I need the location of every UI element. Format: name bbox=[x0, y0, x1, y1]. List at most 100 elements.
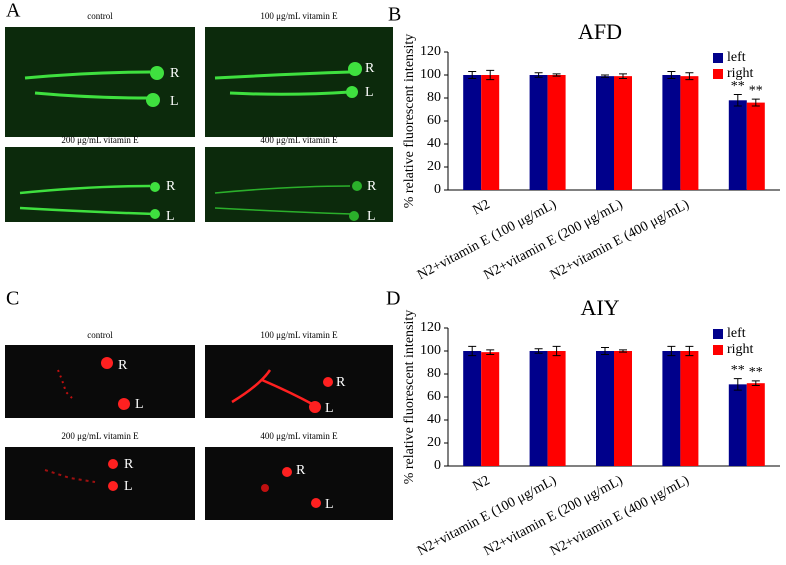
neuron-label: L bbox=[124, 479, 133, 494]
caption: 100 μg/mL vitamin E bbox=[260, 330, 338, 340]
error-bar bbox=[552, 73, 561, 77]
bar bbox=[547, 75, 566, 190]
neuron-label: L bbox=[367, 209, 376, 224]
soma bbox=[323, 377, 333, 387]
chart-title: AIY bbox=[580, 295, 619, 320]
legend-label: left bbox=[727, 326, 746, 341]
y-tick-label: 0 bbox=[434, 458, 441, 473]
neuron bbox=[214, 70, 351, 96]
error-bar bbox=[486, 69, 495, 81]
bar bbox=[614, 76, 632, 190]
neuron bbox=[214, 185, 353, 215]
micrograph bbox=[5, 447, 195, 520]
error-bar bbox=[685, 345, 694, 357]
y-tick-label: 60 bbox=[427, 113, 441, 128]
neuron-label: L bbox=[325, 401, 334, 416]
soma bbox=[150, 209, 160, 219]
bar bbox=[596, 351, 614, 466]
legend-swatch bbox=[713, 69, 723, 79]
caption: control bbox=[87, 11, 113, 21]
y-axis-label: % relative fluorescent intensity bbox=[402, 310, 417, 485]
error-bar bbox=[534, 72, 543, 78]
neuron-label: R bbox=[166, 179, 176, 194]
caption: 400 μg/mL vitamin E bbox=[260, 135, 338, 145]
y-tick-label: 40 bbox=[427, 412, 441, 427]
error-bar bbox=[667, 71, 676, 79]
caption: control bbox=[87, 330, 113, 340]
bar bbox=[463, 75, 482, 190]
soma bbox=[101, 357, 113, 369]
neuron-label: L bbox=[365, 85, 374, 100]
micrograph bbox=[5, 345, 195, 418]
micrograph bbox=[5, 27, 195, 137]
error-bar bbox=[751, 380, 760, 386]
bar bbox=[529, 75, 548, 190]
bar bbox=[746, 102, 765, 190]
caption: 200 μg/mL vitamin E bbox=[61, 135, 139, 145]
significance-marker: ** bbox=[749, 83, 763, 98]
error-bar bbox=[667, 345, 676, 357]
bar bbox=[680, 76, 699, 190]
image-panel-a bbox=[5, 27, 393, 222]
bar bbox=[596, 76, 614, 190]
legend-swatch bbox=[713, 329, 723, 339]
caption: 400 μg/mL vitamin E bbox=[260, 431, 338, 441]
soma bbox=[108, 459, 118, 469]
caption: 200 μg/mL vitamin E bbox=[61, 431, 139, 441]
neuron-label: L bbox=[135, 397, 144, 412]
y-tick-label: 60 bbox=[427, 389, 441, 404]
error-bar bbox=[534, 348, 543, 354]
bar bbox=[680, 351, 699, 466]
soma bbox=[311, 498, 321, 508]
error-bar bbox=[468, 345, 477, 357]
neuron bbox=[44, 469, 96, 483]
neuron-label: R bbox=[124, 457, 134, 472]
caption: 100 μg/mL vitamin E bbox=[260, 11, 338, 21]
y-tick-label: 120 bbox=[420, 44, 441, 59]
error-bar bbox=[552, 345, 561, 357]
neuron-label: R bbox=[296, 463, 306, 478]
y-tick-label: 120 bbox=[420, 320, 441, 335]
soma bbox=[282, 467, 292, 477]
y-tick-label: 100 bbox=[420, 67, 441, 82]
bar bbox=[481, 352, 500, 466]
soma bbox=[108, 481, 118, 491]
x-tick-label: N2 bbox=[470, 473, 492, 494]
legend-swatch bbox=[713, 345, 723, 355]
x-tick-label: N2 bbox=[470, 197, 492, 218]
panel-label: C bbox=[6, 288, 19, 310]
soma bbox=[309, 401, 321, 413]
error-bar bbox=[486, 349, 495, 355]
error-bar bbox=[733, 378, 742, 391]
bar bbox=[481, 75, 500, 190]
neuron-label: L bbox=[166, 209, 175, 224]
neuron bbox=[19, 184, 156, 216]
soma bbox=[352, 181, 362, 191]
bar bbox=[662, 75, 681, 190]
error-bar bbox=[685, 72, 694, 81]
y-tick-label: 80 bbox=[427, 90, 441, 105]
bar bbox=[547, 351, 566, 466]
significance-marker: ** bbox=[749, 365, 763, 380]
error-bar bbox=[619, 349, 627, 353]
error-bar bbox=[751, 98, 760, 107]
bar bbox=[529, 351, 548, 466]
soma bbox=[150, 182, 160, 192]
y-tick-label: 20 bbox=[427, 159, 441, 174]
error-bar bbox=[468, 71, 477, 79]
soma bbox=[146, 93, 160, 107]
error-bar bbox=[601, 74, 609, 78]
legend-swatch bbox=[713, 53, 723, 63]
error-bar bbox=[601, 347, 609, 355]
neuron-label: R bbox=[170, 66, 180, 81]
soma bbox=[150, 66, 164, 80]
y-tick-label: 40 bbox=[427, 136, 441, 151]
soma bbox=[348, 62, 362, 76]
bar bbox=[662, 351, 681, 466]
bar bbox=[463, 351, 482, 466]
neuron-label: R bbox=[336, 375, 346, 390]
bar bbox=[728, 384, 747, 466]
soma bbox=[346, 86, 358, 98]
legend-label: left bbox=[727, 50, 746, 65]
